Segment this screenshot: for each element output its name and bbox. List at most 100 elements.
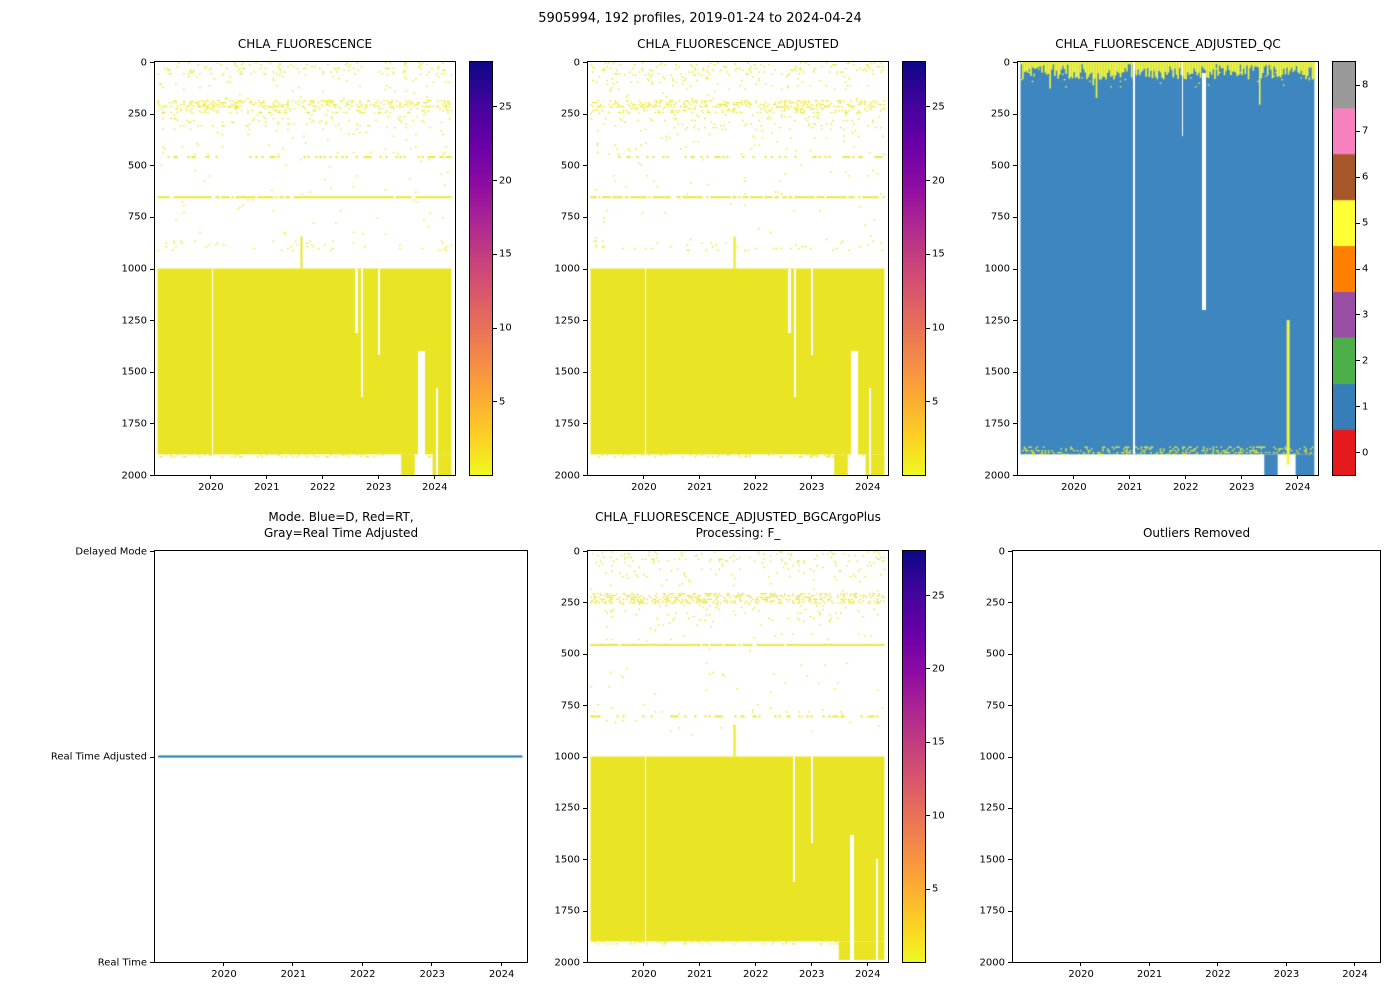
chla_fluorescence_adjusted-colorbar-tick [926,106,930,108]
chla_fluorescence_adjusted_qc-colorbar-tick-label: 4 [1362,263,1369,275]
chla_bgcargoplus-x-tick [754,962,756,966]
chla_fluorescence_adjusted-colorbar-canvas [903,62,925,475]
figure-title: 5905994, 192 profiles, 2019-01-24 to 202… [538,11,862,26]
chla_fluorescence_adjusted-x-tick [866,475,868,479]
chla_fluorescence_adjusted-x-tick [642,475,644,479]
chla_bgcargoplus-colorbar-tick [926,668,930,670]
outliers_removed-y-tick [1008,910,1012,912]
chla_bgcargoplus-colorbar-tick [926,888,930,890]
outliers_removed-x-tick-label: 2023 [1273,969,1300,980]
chla_fluorescence_adjusted_qc-x-tick-label: 2021 [1117,482,1143,493]
chla_fluorescence-colorbar-tick-label: 15 [499,248,512,260]
chla_fluorescence_adjusted_qc-y-tick [1013,165,1017,167]
chla_bgcargoplus-x-tick-label: 2024 [854,969,881,980]
chla_fluorescence_adjusted-colorbar-tick-label: 20 [932,175,945,186]
chla_fluorescence_adjusted_qc-plot-area [1017,61,1319,476]
chla_fluorescence_adjusted-x-tick-label: 2022 [743,482,769,493]
chla_fluorescence-x-tick [321,475,323,479]
chla_fluorescence-colorbar-tick-label: 20 [499,175,512,186]
chla_bgcargoplus-colorbar-canvas [903,551,925,962]
chla_fluorescence-colorbar-tick [493,401,497,403]
chla_bgcargoplus-colorbar-tick [926,741,930,743]
chla_fluorescence_adjusted_qc-x-tick-label: 2022 [1173,482,1199,493]
chla_bgcargoplus-y-tick [583,910,587,912]
outliers_removed-y-tick [1008,962,1012,963]
chla_fluorescence_adjusted_qc-colorbar-tick [1356,176,1360,178]
chla_bgcargoplus-y-tick [583,551,587,552]
chla_fluorescence-colorbar-tick [493,180,497,181]
chla_fluorescence_adjusted_qc-x-tick-label: 2020 [1061,482,1087,493]
outliers_removed-y-tick-label: 1500 [979,854,1005,866]
mode-x-tick-label: 2022 [350,969,376,980]
chla_fluorescence_adjusted-x-tick [698,475,700,479]
chla_fluorescence_adjusted_qc-colorbar-tick [1356,360,1360,362]
chla_fluorescence_adjusted-colorbar-tick-label: 5 [932,396,939,408]
chla_fluorescence_adjusted_qc-colorbar-tick [1356,268,1360,270]
chla_bgcargoplus-title: CHLA_FLUORESCENCE_ADJUSTED_BGCArgoPlus [595,510,881,524]
chla_fluorescence_adjusted-y-tick-label: 250 [560,108,580,120]
chla_bgcargoplus-y-tick-label: 1250 [554,802,580,814]
chla_fluorescence_adjusted-y-tick-label: 1250 [554,315,580,327]
chla_fluorescence_adjusted_qc-y-tick-label: 1000 [984,263,1010,275]
chla_bgcargoplus-y-tick-label: 250 [560,597,580,609]
chla_fluorescence_adjusted_qc-y-tick-label: 0 [1003,57,1010,68]
chla_fluorescence_adjusted_qc-x-tick-label: 2023 [1229,482,1255,493]
chla_fluorescence_adjusted_qc-colorbar-tick [1356,406,1360,408]
chla_fluorescence_adjusted-colorbar [902,61,926,476]
mode-x-tick-label: 2020 [211,969,237,980]
chla_fluorescence-x-tick [377,475,379,479]
chla_fluorescence-x-tick-label: 2024 [421,482,448,493]
chla_fluorescence_adjusted_qc-colorbar-tick-label: 7 [1362,125,1369,137]
chla_bgcargoplus-y-tick [583,962,587,963]
mode-y-tick-label: Delayed Mode [75,546,147,557]
chla_fluorescence_adjusted-y-tick [583,371,587,373]
chla_bgcargoplus-y-tick [583,705,587,707]
chla_fluorescence_adjusted-y-tick [583,268,587,270]
chla_fluorescence_adjusted-colorbar-tick-label: 25 [932,101,945,113]
chla_fluorescence_adjusted_qc-x-tick [1240,475,1242,479]
chla_fluorescence_adjusted-y-tick [583,113,587,115]
chla_bgcargoplus-x-tick-label: 2023 [799,969,825,980]
outliers_removed-x-tick-label: 2021 [1136,969,1163,980]
chla_fluorescence_adjusted_qc-colorbar-tick-label: 1 [1362,401,1369,413]
chla_fluorescence-colorbar-tick-label: 5 [499,396,506,408]
chla_fluorescence_adjusted-y-tick-label: 1000 [554,263,580,275]
chla_fluorescence_adjusted_qc-y-tick-label: 2000 [984,470,1010,481]
outliers_removed-x-tick [1285,962,1287,966]
chla_fluorescence-y-tick [150,371,154,373]
chla_bgcargoplus-y-tick [583,807,587,809]
chla_fluorescence_adjusted_qc-y-tick [1013,216,1017,218]
chla_fluorescence_adjusted-y-tick-label: 500 [560,160,580,172]
mode-x-tick-label: 2024 [488,969,515,980]
chla_fluorescence_adjusted_qc-colorbar-canvas [1333,62,1355,475]
chla_bgcargoplus-title: Processing: F_ [695,526,781,540]
chla_fluorescence_adjusted_qc-y-tick-label: 250 [990,108,1010,120]
chla_bgcargoplus-colorbar-tick-label: 20 [932,663,945,675]
chla_fluorescence_adjusted-x-tick-label: 2024 [854,482,881,493]
mode-title: Mode. Blue=D, Red=RT, [268,510,414,524]
chla_fluorescence_adjusted-x-tick-label: 2020 [631,482,657,493]
chla_fluorescence-x-tick-label: 2022 [310,482,336,493]
chla_bgcargoplus-colorbar-tick-label: 15 [932,736,945,748]
chla_fluorescence-colorbar-tick-label: 10 [499,322,512,334]
outliers_removed-x-tick-label: 2024 [1342,969,1368,980]
chla_fluorescence-y-tick-label: 750 [127,211,147,223]
outliers_removed-y-tick-label: 0 [998,546,1005,557]
chla_fluorescence_adjusted_qc-colorbar-tick [1356,130,1360,132]
mode-y-tick-label: Real Time Adjusted [50,751,147,763]
chla_fluorescence-x-tick [433,475,435,479]
chla_fluorescence_adjusted-y-tick-label: 750 [560,211,580,223]
outliers_removed-y-tick [1008,551,1012,552]
chla_fluorescence_adjusted-y-tick [583,475,587,476]
mode-x-tick [500,962,502,966]
chla_bgcargoplus-x-tick-label: 2022 [743,969,769,980]
chla_fluorescence-y-tick-label: 1250 [121,315,147,327]
mode-y-tick [150,756,154,758]
outliers_removed-y-tick-label: 1750 [979,905,1005,917]
chla_bgcargoplus-x-tick [698,962,700,966]
chla_fluorescence-colorbar-tick-label: 25 [499,101,512,113]
chla_fluorescence_adjusted-x-tick [754,475,756,479]
mode-y-tick-label: Real Time [97,957,147,968]
chla_bgcargoplus-y-tick-label: 500 [560,648,580,660]
chla_fluorescence_adjusted_qc-colorbar-tick-label: 8 [1362,79,1369,91]
